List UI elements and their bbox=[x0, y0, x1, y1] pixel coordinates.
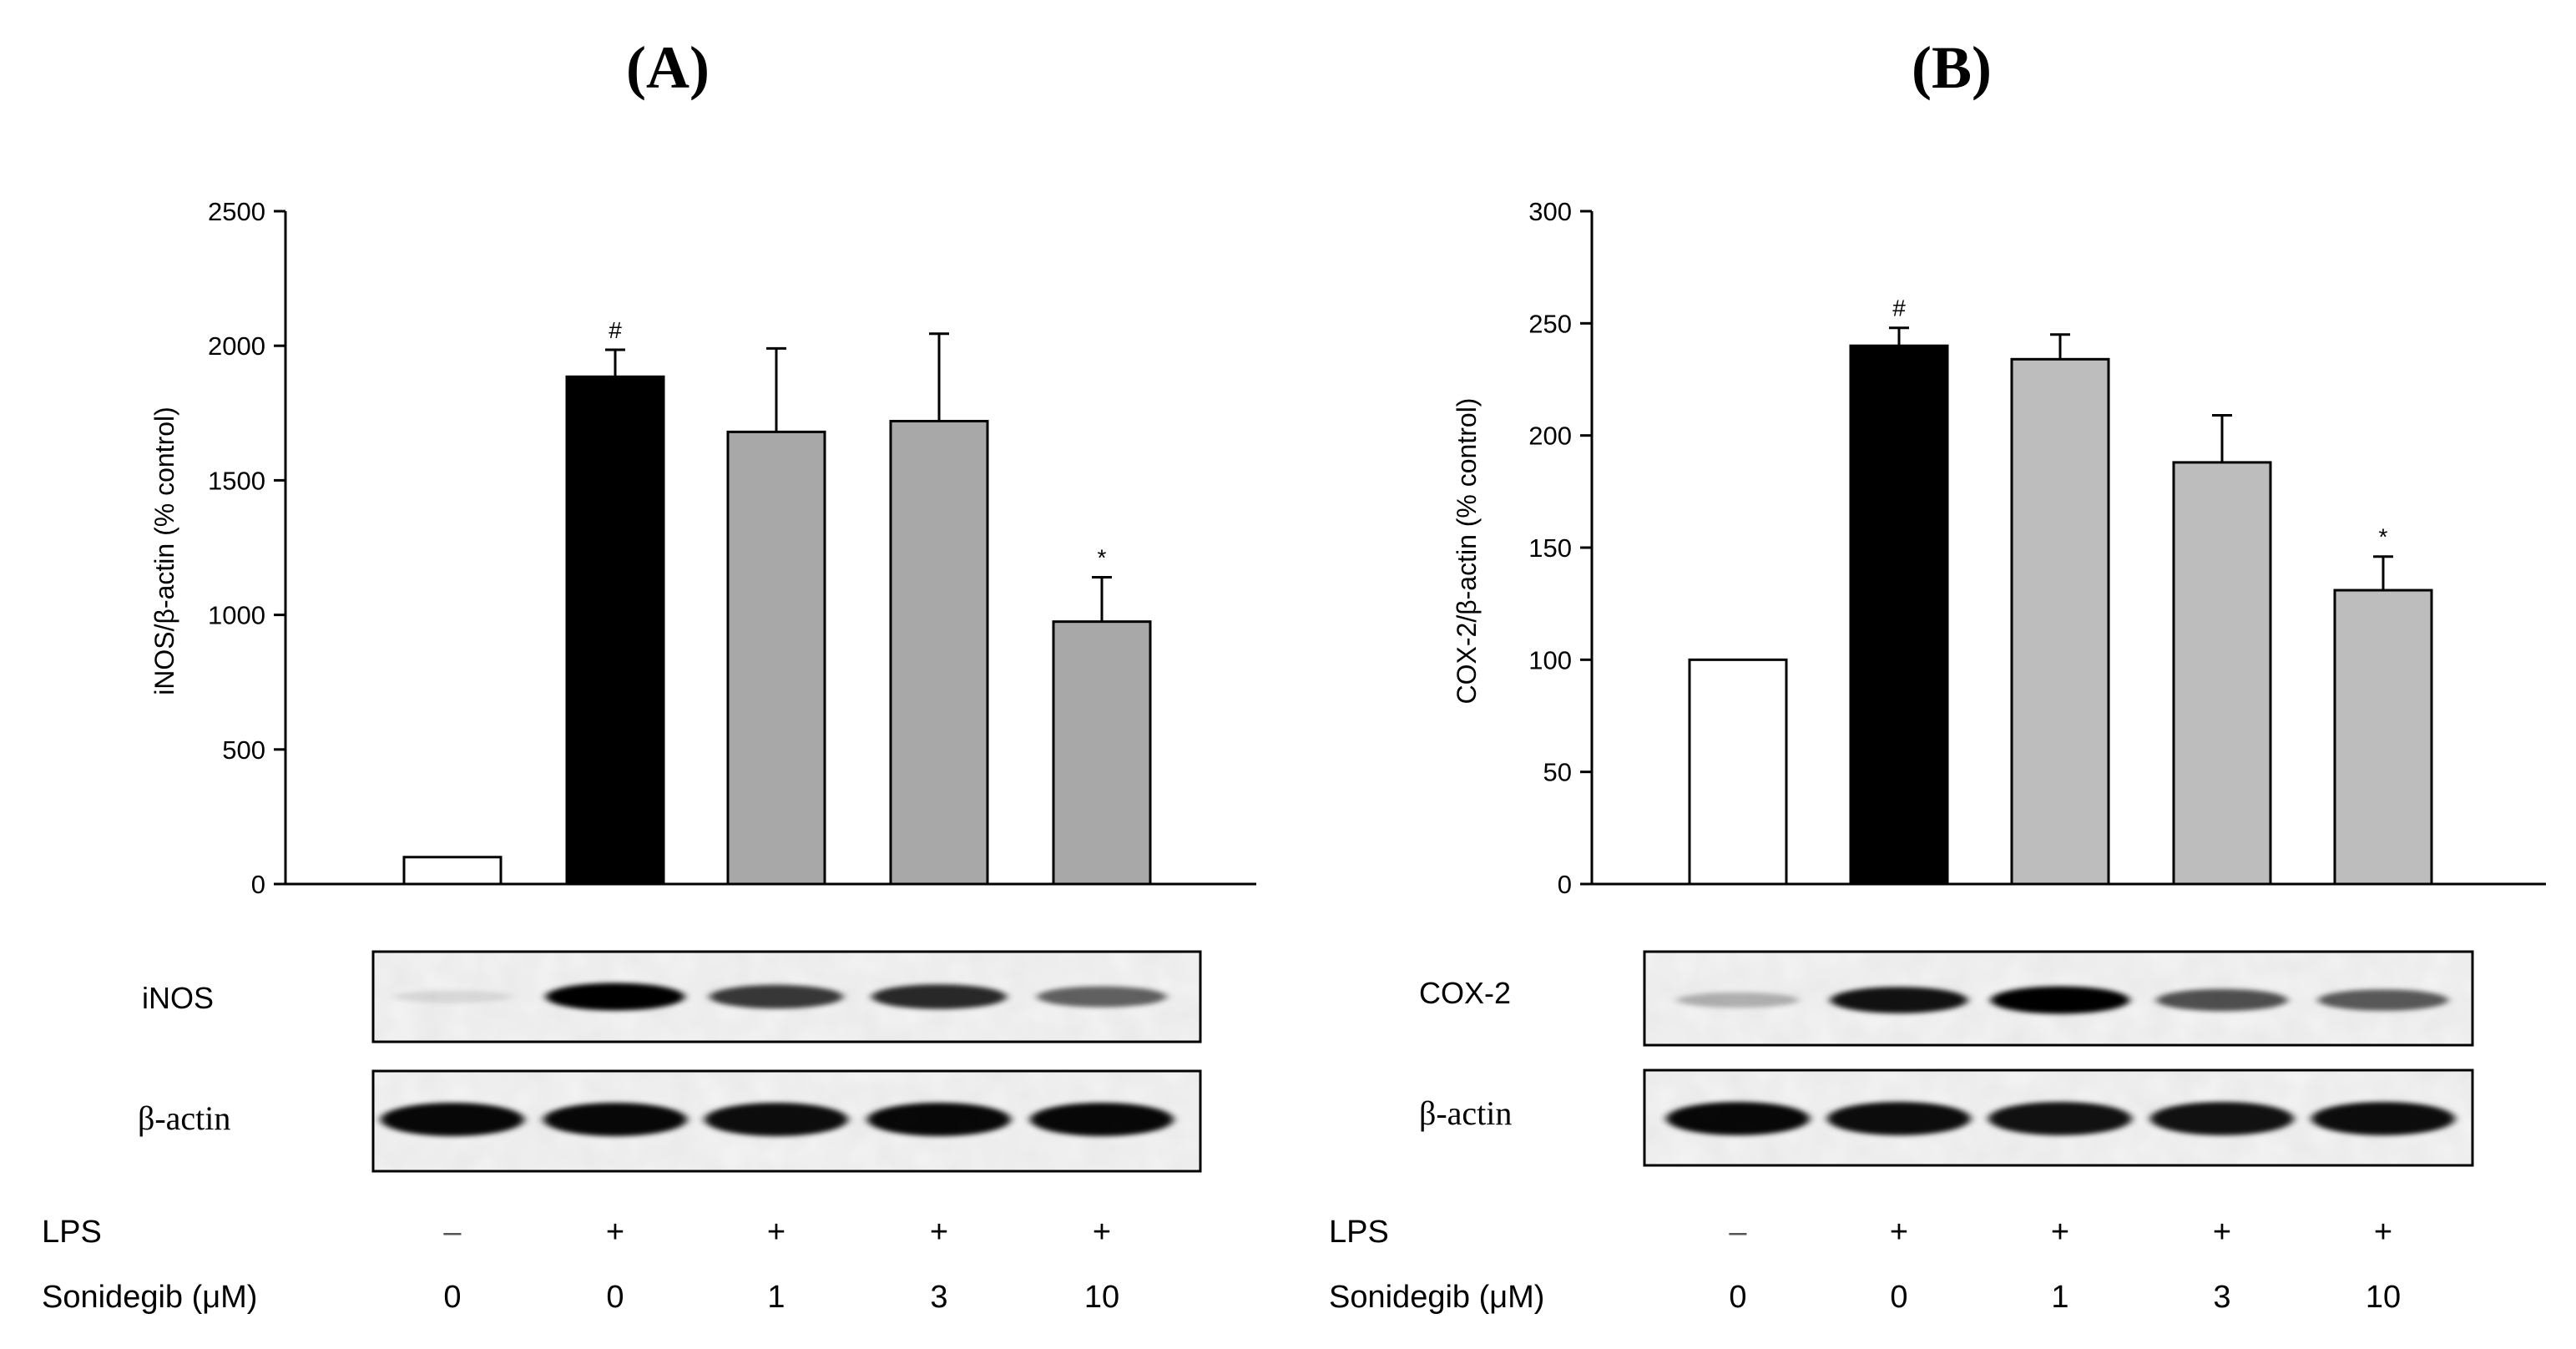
chart-a-significance-1: # bbox=[609, 317, 622, 343]
conditions-a-lps-label: LPS bbox=[42, 1215, 102, 1250]
chart-b-bars: #* bbox=[1688, 296, 2433, 886]
conditions-b-sonidegib-label: Sonidegib (μM) bbox=[1329, 1280, 1544, 1315]
blot-a-actin-strip bbox=[371, 1069, 1202, 1173]
chart-b-bar-2 bbox=[2010, 357, 2110, 886]
blot-b-target-strip bbox=[1643, 950, 2474, 1047]
chart-a-y-ticks: 0 500 1000 1500 2000 2500 bbox=[208, 197, 285, 899]
conditions-a-row-0-value-0: – bbox=[443, 1215, 462, 1250]
panel-b-label: (B) bbox=[1912, 34, 1992, 101]
chart-b-bar-0 bbox=[1688, 658, 1788, 886]
chart-a-significance-4: * bbox=[1098, 544, 1107, 570]
conditions-a-row-1-value-1: 0 bbox=[606, 1280, 624, 1315]
chart-b-bar-1 bbox=[1849, 344, 1949, 886]
blot-a: iNOS β-actin bbox=[138, 950, 1202, 1173]
conditions-b-lps-label: LPS bbox=[1329, 1215, 1389, 1250]
blot-a-band-1-0 bbox=[381, 1103, 524, 1136]
conditions-b: LPS Sonidegib (μM) – + + + +0 0 1 3 10 bbox=[1329, 1215, 2401, 1315]
conditions-b-row-1-value-2: 1 bbox=[2051, 1280, 2068, 1315]
conditions-a-row-0-value-3: + bbox=[930, 1215, 948, 1250]
chart-b-ytick-label-6: 300 bbox=[1528, 197, 1572, 226]
blot-b: COX-2 β-actin bbox=[1419, 950, 2474, 1167]
chart-b-ytick-label-5: 250 bbox=[1528, 309, 1572, 338]
blot-a-target-strip bbox=[371, 950, 1202, 1043]
blot-a-band-0-3 bbox=[871, 984, 1007, 1009]
chart-a-ytick-label-5: 2500 bbox=[208, 197, 265, 226]
chart-b-ytick-label-4: 200 bbox=[1528, 422, 1572, 451]
blot-a-band-1-4 bbox=[1030, 1103, 1174, 1136]
chart-b-bar-4 bbox=[2333, 589, 2433, 886]
chart-b-ytick-label-3: 150 bbox=[1528, 533, 1572, 563]
chart-b: COX-2/β-actin (% control) 0 50 100 150 200 25… bbox=[1452, 197, 2546, 899]
chart-a-y-axis-title: iNOS/β-actin (% control) bbox=[149, 407, 179, 695]
blot-a-band-1-3 bbox=[867, 1103, 1011, 1136]
chart-a-bar-1 bbox=[565, 375, 665, 886]
blot-b-band-1-1 bbox=[1827, 1102, 1971, 1135]
chart-b-significance-1: # bbox=[1892, 296, 1906, 321]
blot-b-band-1-2 bbox=[1988, 1102, 2132, 1135]
blot-b-band-0-1 bbox=[1830, 987, 1968, 1013]
blot-a-band-0-1 bbox=[545, 983, 685, 1011]
blot-a-band-1-2 bbox=[705, 1103, 848, 1136]
conditions-a-row-1-value-2: 1 bbox=[767, 1280, 785, 1315]
conditions-b-row-1-value-3: 3 bbox=[2213, 1280, 2230, 1315]
conditions-a: LPS Sonidegib (μM) – + + + +0 0 1 3 10 bbox=[42, 1215, 1119, 1315]
blot-b-band-1-3 bbox=[2150, 1102, 2294, 1135]
conditions-b-row-0-value-1: + bbox=[1890, 1215, 1908, 1250]
chart-b-bar-3 bbox=[2172, 461, 2272, 886]
conditions-a-row-0-value-2: + bbox=[767, 1215, 785, 1250]
blot-b-actin-strip bbox=[1643, 1069, 2474, 1167]
chart-a-ytick-label-4: 2000 bbox=[208, 331, 265, 361]
chart-b-ytick-label-2: 100 bbox=[1528, 645, 1572, 674]
conditions-b-row-0-value-3: + bbox=[2213, 1215, 2231, 1250]
conditions-b-row-1-value-4: 10 bbox=[2366, 1280, 2401, 1315]
chart-a-ytick-label-1: 500 bbox=[222, 735, 265, 765]
conditions-b-values: – + + + +0 0 1 3 10 bbox=[1729, 1215, 2401, 1315]
blot-b-label-actin: β-actin bbox=[1419, 1094, 1512, 1132]
blot-a-band-0-0 bbox=[393, 990, 512, 1003]
conditions-a-row-1-value-4: 10 bbox=[1084, 1280, 1119, 1315]
chart-a-bar-2 bbox=[726, 430, 826, 886]
blot-a-label-target: iNOS bbox=[142, 981, 214, 1015]
chart-b-ytick-label-0: 0 bbox=[1558, 870, 1572, 899]
conditions-a-values: – + + + +0 0 1 3 10 bbox=[443, 1215, 1119, 1315]
blot-a-band-0-4 bbox=[1037, 986, 1167, 1008]
blot-b-band-1-4 bbox=[2311, 1102, 2455, 1135]
panel-b: (B) COX-2/β-actin (% control) 0501001502… bbox=[1329, 34, 2546, 1315]
chart-b-ytick-label-1: 50 bbox=[1543, 758, 1572, 787]
conditions-b-row-0-value-0: – bbox=[1729, 1215, 1747, 1250]
chart-a-bars: #* bbox=[402, 317, 1152, 886]
panel-a: (A) iNOS/β-actin (% control) 05001000150… bbox=[42, 34, 1256, 1315]
chart-b-significance-4: * bbox=[2379, 524, 2388, 550]
chart-b-y-axis-title: COX-2/β-actin (% control) bbox=[1452, 398, 1482, 705]
conditions-b-row-1-value-0: 0 bbox=[1729, 1280, 1746, 1315]
blot-a-label-actin: β-actin bbox=[138, 1099, 230, 1137]
conditions-a-row-1-value-3: 3 bbox=[930, 1280, 947, 1315]
chart-a-ytick-label-2: 1000 bbox=[208, 601, 265, 630]
conditions-a-sonidegib-label: Sonidegib (μM) bbox=[42, 1280, 257, 1315]
chart-a: iNOS/β-actin (% control) 0 500 1000 1500 200… bbox=[149, 197, 1256, 899]
blot-b-band-0-0 bbox=[1676, 992, 1800, 1008]
conditions-a-row-0-value-4: + bbox=[1093, 1215, 1111, 1250]
chart-b-y-ticks: 0 50 100 150 200 250 300 bbox=[1528, 197, 1592, 899]
blot-b-label-target: COX-2 bbox=[1419, 976, 1511, 1010]
blot-a-band-1-1 bbox=[543, 1103, 687, 1136]
conditions-b-row-0-value-2: + bbox=[2051, 1215, 2069, 1250]
blot-a-band-0-2 bbox=[709, 984, 844, 1009]
conditions-a-row-1-value-0: 0 bbox=[443, 1280, 461, 1315]
blot-b-band-1-0 bbox=[1666, 1102, 1810, 1135]
conditions-a-row-0-value-1: + bbox=[606, 1215, 624, 1250]
blot-b-band-0-4 bbox=[2317, 989, 2449, 1011]
chart-a-ytick-label-0: 0 bbox=[251, 870, 265, 899]
chart-a-ytick-label-3: 1500 bbox=[208, 466, 265, 495]
blot-b-band-0-3 bbox=[2156, 988, 2288, 1012]
blot-b-band-0-2 bbox=[1990, 986, 2130, 1014]
conditions-b-row-0-value-4: + bbox=[2374, 1215, 2392, 1250]
chart-a-bar-3 bbox=[889, 419, 989, 886]
conditions-b-row-1-value-1: 0 bbox=[1890, 1280, 1907, 1315]
chart-a-bar-4 bbox=[1052, 620, 1152, 886]
panel-a-label: (A) bbox=[626, 34, 710, 101]
chart-a-bar-0 bbox=[402, 856, 503, 886]
